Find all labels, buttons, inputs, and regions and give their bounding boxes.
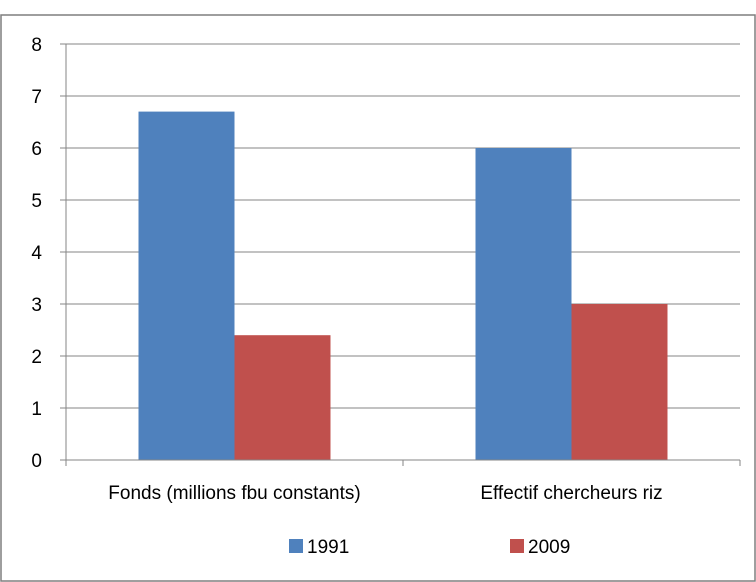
y-tick-label: 0 — [31, 451, 42, 472]
y-tick-label: 2 — [31, 347, 42, 368]
y-tick-label: 3 — [31, 295, 42, 316]
bar-1991-2 — [475, 148, 572, 460]
bar-1991-1 — [138, 111, 235, 460]
x-category-label: Effectif chercheurs riz — [480, 483, 662, 504]
chart-border — [0, 14, 756, 582]
bar-2009-2 — [571, 304, 668, 460]
legend-label: 1991 — [307, 537, 349, 558]
legend-label: 2009 — [528, 537, 570, 558]
x-category-labels: Fonds (millions fbu constants) Effectif c… — [108, 483, 662, 504]
legend: 1991 2009 — [289, 537, 570, 558]
axes — [60, 43, 741, 466]
legend-swatch-1991 — [289, 539, 303, 553]
y-tick-label: 4 — [31, 243, 42, 264]
y-tick-label: 8 — [31, 35, 42, 56]
bars — [138, 111, 668, 460]
y-tick-labels: 0 1 2 3 4 5 6 7 8 — [31, 35, 42, 472]
bar-2009-1 — [234, 335, 331, 460]
y-tick-label: 6 — [31, 139, 42, 160]
y-tick-label: 1 — [31, 399, 42, 420]
legend-swatch-2009 — [510, 539, 524, 553]
y-tick-label: 5 — [31, 191, 42, 212]
x-category-label: Fonds (millions fbu constants) — [108, 483, 360, 504]
y-tick-label: 7 — [31, 87, 42, 108]
